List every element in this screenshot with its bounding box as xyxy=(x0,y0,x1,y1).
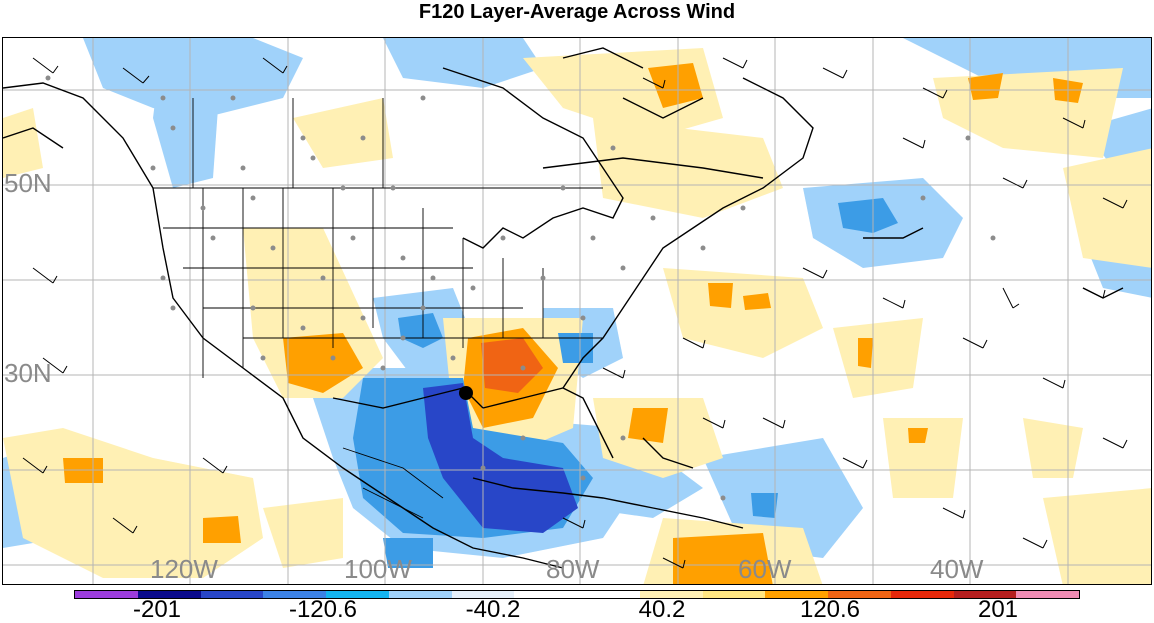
colorbar-swatch xyxy=(828,591,891,598)
colorbar-swatch xyxy=(702,591,766,598)
red-fields xyxy=(481,338,543,393)
lat-label-50n: 50N xyxy=(4,168,52,198)
colorbar-swatch xyxy=(388,591,452,598)
colorbar-label: 40.2 xyxy=(638,596,686,623)
colorbar-swatch xyxy=(75,591,138,598)
colorbar-label: -120.6 xyxy=(288,596,358,623)
colorbar-swatch xyxy=(451,591,515,598)
map-panel xyxy=(2,37,1152,585)
station-dots xyxy=(45,75,996,501)
dark-blue-fields xyxy=(423,383,578,533)
colorbar-label: -201 xyxy=(132,596,182,623)
colorbar-swatch xyxy=(577,591,640,598)
colorbar-swatch xyxy=(639,591,703,598)
colorbar-label: 120.6 xyxy=(799,596,861,623)
colorbar-swatch xyxy=(765,591,828,598)
colorbar xyxy=(74,590,1080,599)
location-marker xyxy=(459,386,473,400)
colorbar-swatch xyxy=(263,591,326,598)
colorbar-swatch xyxy=(326,591,389,598)
colorbar-swatch xyxy=(514,591,577,598)
wind-barbs xyxy=(22,57,1128,569)
lat-label-30n: 30N xyxy=(4,358,52,388)
lon-label-120w: 120W xyxy=(150,554,218,584)
lon-label-40w: 40W xyxy=(930,554,984,584)
lon-label-80w: 80W xyxy=(546,554,600,584)
map-canvas xyxy=(3,38,1151,584)
political-borders xyxy=(153,98,603,519)
map-title: F120 Layer-Average Across Wind xyxy=(418,1,736,23)
lon-label-100w: 100W xyxy=(344,554,412,584)
colorbar-label: -40.2 xyxy=(465,596,521,623)
colorbar-swatch xyxy=(890,591,954,598)
colorbar-swatch xyxy=(953,591,1017,598)
lon-label-60w: 60W xyxy=(738,554,792,584)
colorbar-swatch xyxy=(1016,591,1079,598)
colorbar-label: 201 xyxy=(977,596,1019,623)
colorbar-swatch xyxy=(137,591,201,598)
colorbar-swatch xyxy=(200,591,264,598)
